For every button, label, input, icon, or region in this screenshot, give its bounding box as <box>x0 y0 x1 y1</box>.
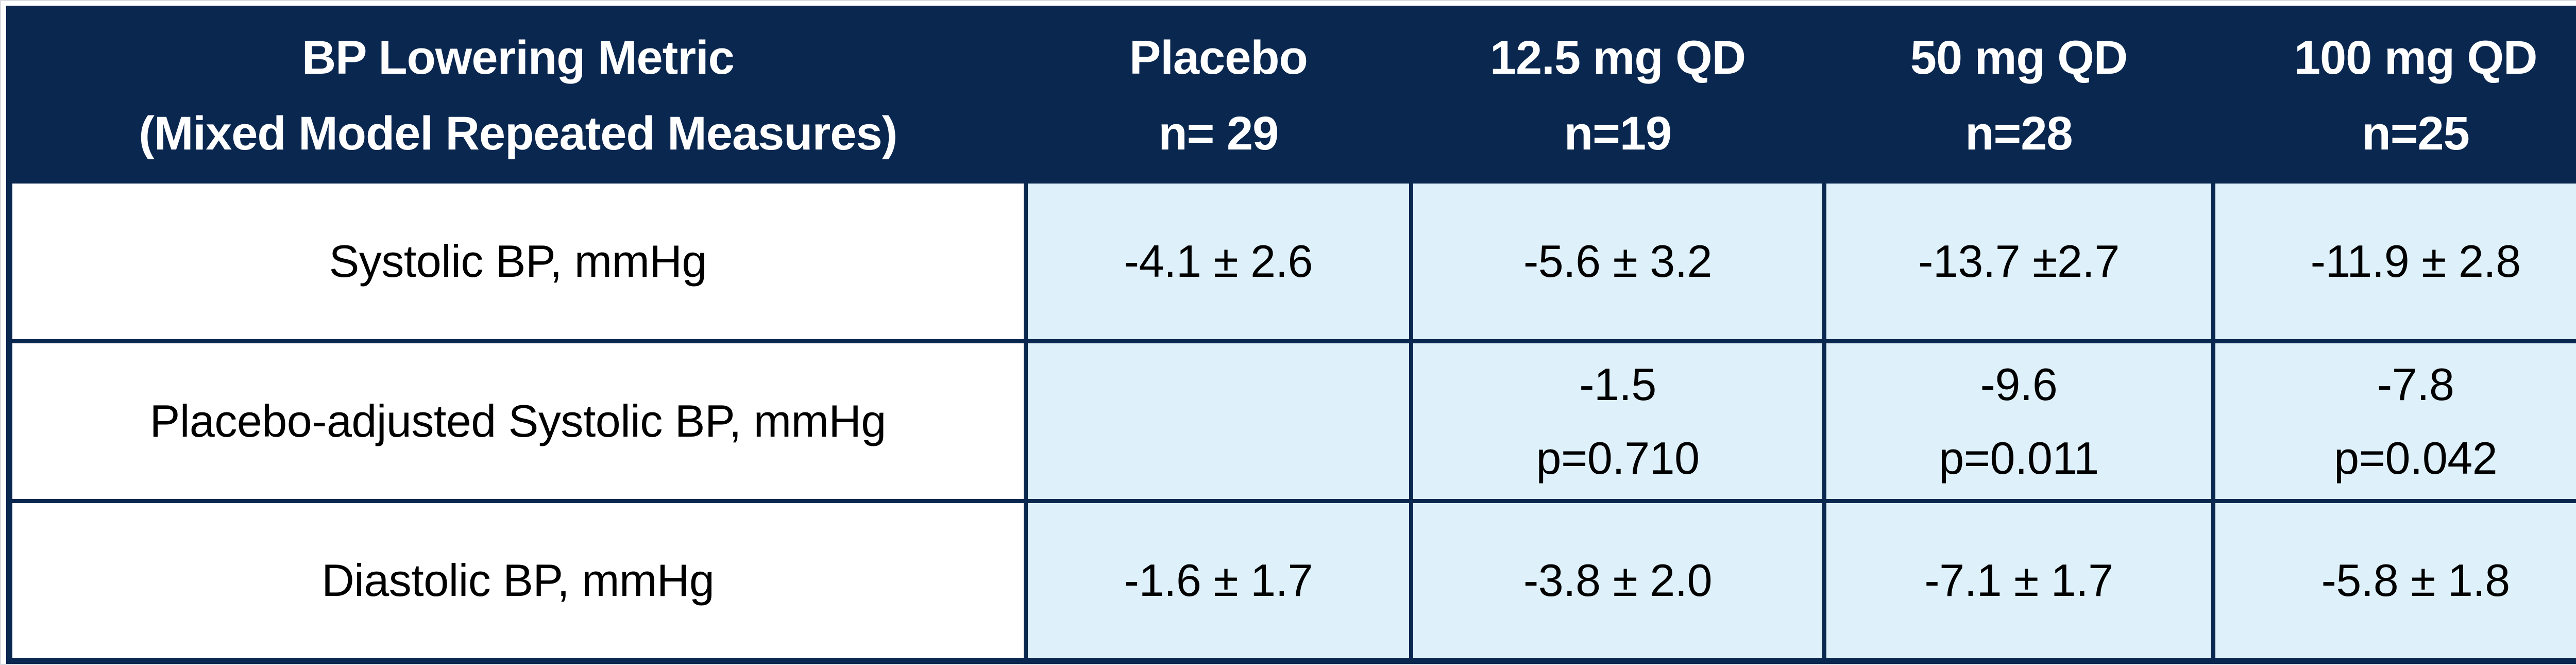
row-label-systolic: Systolic BP, mmHg <box>7 179 1028 343</box>
column-label: 12.5 mg QD <box>1489 31 1746 84</box>
table-row-systolic: Systolic BP, mmHg -4.1 ± 2.6 -5.6 ± 3.2 … <box>7 179 2576 343</box>
cell-content: 100 mg QD n=25 <box>2217 31 2576 160</box>
column-label: 100 mg QD <box>2294 31 2538 84</box>
header-cell-50mg-qd: 50 mg QD n=28 <box>1822 7 2216 184</box>
data-cell: -13.7 ±2.7 <box>1822 179 2216 343</box>
bp-lowering-table: BP Lowering Metric (Mixed Model Repeated… <box>6 6 2576 664</box>
cell-value: -3.8 ± 2.0 <box>1523 555 1713 606</box>
table-row-diastolic: Diastolic BP, mmHg -1.6 ± 1.7 -3.8 ± 2.0… <box>7 499 2576 663</box>
cell-content: -9.6 p=0.011 <box>1828 358 2209 484</box>
column-sample-size: n=28 <box>1965 107 2073 160</box>
data-cell: -11.9 ± 2.8 <box>2211 179 2576 343</box>
data-cell: -1.6 ± 1.7 <box>1023 499 1414 663</box>
header-row: BP Lowering Metric (Mixed Model Repeated… <box>7 7 2576 184</box>
cell-value: -11.9 ± 2.8 <box>2310 236 2521 287</box>
data-cell: -1.5 p=0.710 <box>1409 339 1826 503</box>
data-cell: -9.6 p=0.011 <box>1822 339 2216 503</box>
cell-value: -7.8 <box>2377 358 2454 410</box>
cell-value: -7.1 ± 1.7 <box>1924 555 2113 606</box>
column-label: 50 mg QD <box>1910 31 2128 84</box>
cell-pvalue: p=0.011 <box>1939 432 2099 484</box>
header-cell-100mg-qd: 100 mg QD n=25 <box>2211 7 2576 184</box>
cell-content: BP Lowering Metric (Mixed Model Repeated… <box>13 31 1022 160</box>
data-cell: -3.8 ± 2.0 <box>1409 499 1826 663</box>
row-label-placebo-adjusted: Placebo-adjusted Systolic BP, mmHg <box>7 339 1028 503</box>
cell-value: -1.5 <box>1579 358 1656 410</box>
metric-title-line2: (Mixed Model Repeated Measures) <box>139 107 897 160</box>
cell-content: -1.5 p=0.710 <box>1415 358 1820 484</box>
header-cell-metric: BP Lowering Metric (Mixed Model Repeated… <box>7 7 1028 184</box>
header-cell-placebo: Placebo n= 29 <box>1023 7 1414 184</box>
row-label-diastolic: Diastolic BP, mmHg <box>7 499 1028 663</box>
metric-title-line1: BP Lowering Metric <box>301 31 735 84</box>
cell-pvalue: p=0.042 <box>2334 432 2498 484</box>
column-sample-size: n= 29 <box>1158 107 1279 160</box>
cell-value: -5.8 ± 1.8 <box>2321 555 2511 606</box>
cell-value: -13.7 ±2.7 <box>1918 236 2120 287</box>
data-cell: -7.8 p=0.042 <box>2211 339 2576 503</box>
cell-value: -5.6 ± 3.2 <box>1523 236 1713 287</box>
column-sample-size: n=25 <box>2362 107 2470 160</box>
column-label: Placebo <box>1129 31 1308 84</box>
data-cell: -7.1 ± 1.7 <box>1822 499 2216 663</box>
cell-content: 50 mg QD n=28 <box>1828 31 2209 160</box>
table-row-placebo-adjusted-systolic: Placebo-adjusted Systolic BP, mmHg -1.5 … <box>7 339 2576 503</box>
header-cell-12-5mg-qd: 12.5 mg QD n=19 <box>1409 7 1826 184</box>
table-header: BP Lowering Metric (Mixed Model Repeated… <box>7 7 2576 184</box>
column-sample-size: n=19 <box>1564 107 1672 160</box>
cell-content: Placebo n= 29 <box>1030 31 1408 160</box>
data-cell: -4.1 ± 2.6 <box>1023 179 1414 343</box>
cell-value: -9.6 <box>1980 358 2058 410</box>
table-body: Systolic BP, mmHg -4.1 ± 2.6 -5.6 ± 3.2 … <box>7 179 2576 663</box>
cell-value: -1.6 ± 1.7 <box>1124 555 1313 606</box>
data-cell: -5.8 ± 1.8 <box>2211 499 2576 663</box>
cell-content: 12.5 mg QD n=19 <box>1415 31 1820 160</box>
cell-value: -4.1 ± 2.6 <box>1124 236 1313 287</box>
data-cell: -5.6 ± 3.2 <box>1409 179 1826 343</box>
data-cell-empty <box>1023 339 1414 503</box>
cell-pvalue: p=0.710 <box>1536 432 1700 484</box>
cell-content: -7.8 p=0.042 <box>2217 358 2576 484</box>
